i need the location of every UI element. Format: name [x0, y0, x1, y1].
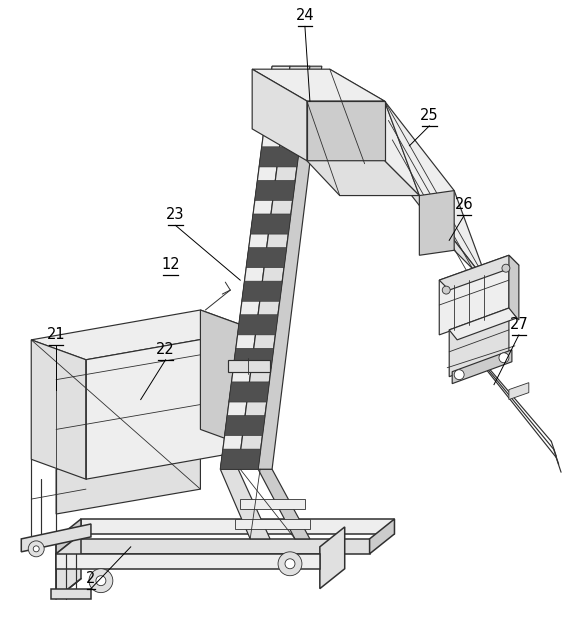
Polygon shape — [307, 161, 419, 196]
Polygon shape — [452, 350, 512, 384]
Polygon shape — [32, 310, 255, 360]
Polygon shape — [439, 255, 509, 335]
Polygon shape — [238, 315, 278, 335]
Text: 12: 12 — [161, 257, 180, 272]
Text: 27: 27 — [509, 317, 528, 332]
Polygon shape — [370, 519, 394, 554]
Text: 2: 2 — [87, 571, 96, 586]
Polygon shape — [252, 69, 384, 101]
Circle shape — [499, 353, 509, 363]
Polygon shape — [509, 255, 519, 320]
Polygon shape — [246, 248, 286, 268]
Circle shape — [28, 541, 44, 557]
Polygon shape — [258, 66, 322, 469]
Polygon shape — [449, 308, 517, 340]
Polygon shape — [320, 527, 345, 589]
Polygon shape — [439, 255, 519, 290]
Polygon shape — [56, 445, 201, 514]
Polygon shape — [384, 101, 489, 285]
Polygon shape — [268, 79, 308, 100]
Polygon shape — [384, 161, 489, 285]
Circle shape — [33, 546, 39, 552]
Polygon shape — [238, 66, 310, 469]
Text: 26: 26 — [455, 197, 473, 212]
Polygon shape — [259, 147, 300, 167]
Polygon shape — [229, 382, 269, 402]
Polygon shape — [228, 360, 270, 372]
Text: 24: 24 — [296, 9, 314, 24]
Polygon shape — [225, 415, 265, 436]
Polygon shape — [201, 310, 255, 450]
Polygon shape — [255, 180, 295, 201]
Polygon shape — [419, 191, 454, 255]
Text: 22: 22 — [156, 342, 175, 357]
Circle shape — [442, 286, 450, 294]
Text: 23: 23 — [166, 207, 185, 222]
Polygon shape — [264, 113, 304, 134]
Polygon shape — [236, 519, 310, 529]
Polygon shape — [221, 66, 310, 469]
Polygon shape — [56, 554, 320, 569]
Polygon shape — [51, 589, 91, 599]
Polygon shape — [233, 348, 274, 368]
Polygon shape — [242, 281, 282, 301]
Polygon shape — [307, 101, 384, 161]
Polygon shape — [240, 499, 305, 509]
Circle shape — [502, 264, 510, 272]
Polygon shape — [258, 469, 310, 539]
Polygon shape — [221, 469, 270, 539]
Circle shape — [96, 576, 106, 586]
Polygon shape — [221, 66, 290, 469]
Polygon shape — [56, 534, 81, 599]
Circle shape — [89, 569, 113, 592]
Polygon shape — [509, 383, 529, 399]
Polygon shape — [86, 330, 255, 479]
Circle shape — [285, 559, 295, 569]
Polygon shape — [32, 340, 86, 479]
Circle shape — [278, 552, 302, 576]
Polygon shape — [56, 519, 81, 554]
Polygon shape — [449, 308, 509, 377]
Text: 21: 21 — [47, 327, 65, 342]
Circle shape — [454, 369, 464, 379]
Polygon shape — [21, 524, 91, 552]
Polygon shape — [56, 539, 370, 554]
Polygon shape — [330, 69, 419, 196]
Polygon shape — [81, 519, 394, 534]
Polygon shape — [250, 214, 291, 234]
Polygon shape — [221, 449, 261, 469]
Polygon shape — [252, 69, 307, 161]
Text: 25: 25 — [420, 108, 438, 123]
